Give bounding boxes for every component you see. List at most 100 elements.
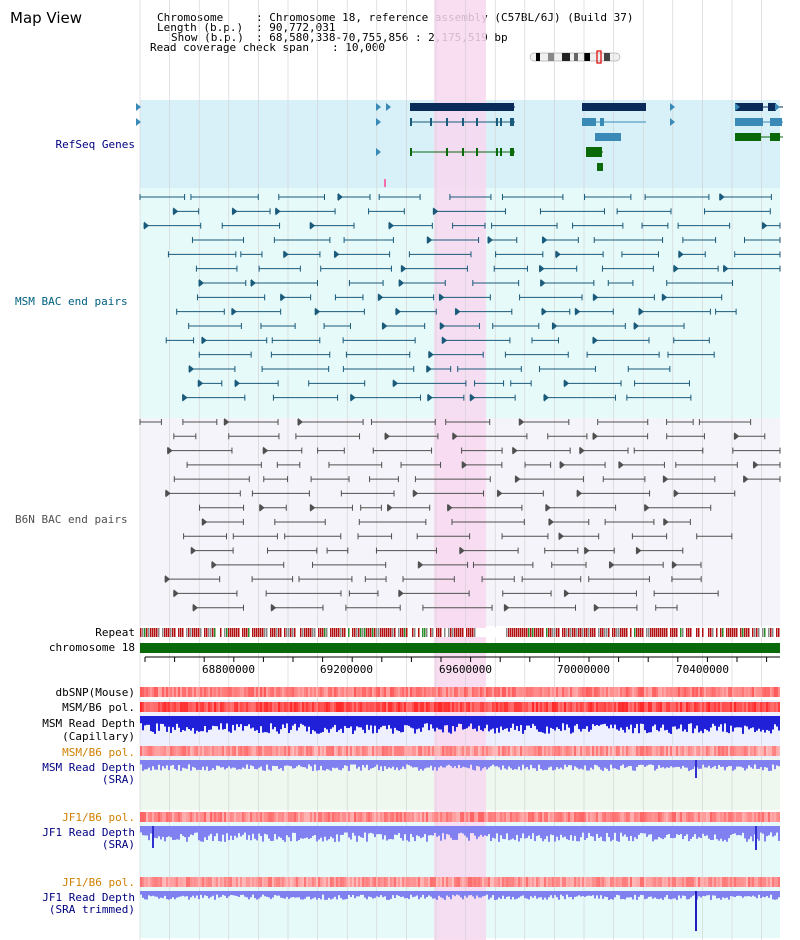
pol-cell (520, 877, 522, 887)
track-label-b6n-bac: B6N BAC end pairs (15, 513, 128, 526)
pol-cell (590, 877, 592, 887)
pol-cell (228, 687, 230, 697)
pol-cell (358, 746, 360, 756)
depth-bar (424, 826, 426, 835)
pol-cell (400, 702, 402, 712)
pair-arrow (231, 307, 237, 316)
pol-cell (440, 702, 442, 712)
gene-e-exon (582, 118, 596, 126)
depth-bar (524, 826, 526, 839)
pol-cell (692, 746, 694, 756)
pol-cell (358, 812, 360, 822)
pol-cell (320, 812, 322, 822)
repeat-bar (196, 628, 198, 637)
pol-cell (700, 687, 702, 697)
depth-bar (670, 826, 672, 839)
pol-cell (202, 702, 204, 712)
repeat-bar (470, 628, 472, 637)
pol-cell (502, 687, 504, 697)
pol-cell (190, 702, 192, 712)
depth-bar (318, 826, 320, 840)
pol-cell (166, 746, 168, 756)
depth-bar (320, 716, 322, 733)
pol-cell (678, 746, 680, 756)
pol-cell (530, 877, 532, 887)
pol-cell (678, 812, 680, 822)
depth-bar (684, 891, 686, 897)
depth-bar (334, 716, 336, 725)
depth-bar (344, 760, 346, 766)
repeat-bar (536, 628, 538, 637)
chromosome-ideogram[interactable] (529, 50, 621, 64)
depth-bar (332, 716, 334, 728)
depth-bar (738, 716, 740, 728)
repeat-bar (190, 628, 192, 637)
pol-cell (574, 812, 576, 822)
depth-bar (482, 826, 484, 837)
pol-cell (210, 812, 212, 822)
pol-cell (736, 687, 738, 697)
depth-bar (352, 891, 354, 895)
depth-bar (460, 891, 462, 898)
depth-bar (450, 826, 452, 838)
depth-bar (150, 891, 152, 897)
repeat-bar (636, 628, 638, 637)
pol-cell (276, 687, 278, 697)
depth-bar (340, 826, 342, 835)
pair-arrow (593, 293, 599, 302)
b6n-bac-end-pairs[interactable] (139, 418, 781, 612)
depth-bar (666, 826, 668, 835)
pol-cell (476, 812, 478, 822)
repeat-bar (452, 628, 454, 637)
pol-cell (240, 746, 242, 756)
depth-bar (392, 826, 394, 840)
pol-cell (760, 687, 762, 697)
pol-cell (636, 702, 638, 712)
depth-bar (672, 760, 674, 768)
refseq-gene-features[interactable] (136, 103, 783, 187)
depth-bar (178, 826, 180, 840)
depth-bar (730, 716, 732, 726)
repeat-bar (224, 628, 226, 637)
depth-bar (246, 716, 248, 727)
pol-cell (424, 687, 426, 697)
pol-cell (318, 702, 320, 712)
pol-cell (744, 746, 746, 756)
track-label-msm-b6-pol: MSM/B6 pol. (62, 701, 135, 714)
selected-region-highlight[interactable] (434, 0, 486, 940)
pol-cell (624, 746, 626, 756)
pol-cell (724, 746, 726, 756)
pair-arrow (515, 475, 521, 484)
repeat-bar (158, 628, 160, 637)
pol-cell (774, 877, 776, 887)
pol-cell (640, 877, 642, 887)
depth-bar (592, 826, 594, 837)
depth-bar (622, 891, 624, 899)
pol-cell (144, 877, 146, 887)
msm-bac-end-pairs[interactable] (139, 193, 781, 402)
depth-bar (500, 760, 502, 770)
pol-cell (364, 687, 366, 697)
depth-bar (346, 826, 348, 833)
pol-cell (506, 812, 508, 822)
repeat-bar (438, 628, 440, 637)
repeat-bar (568, 628, 570, 637)
depth-bar (596, 716, 598, 725)
repeat-bar (304, 628, 306, 637)
depth-bar (308, 760, 310, 765)
depth-bar (250, 826, 252, 841)
depth-bar (244, 716, 246, 727)
depth-bar (368, 760, 370, 771)
pol-cell (332, 702, 334, 712)
pol-cell (262, 812, 264, 822)
gene-marker (384, 179, 386, 187)
depth-bar (432, 826, 434, 836)
depth-bar (184, 826, 186, 838)
depth-bar (526, 826, 528, 838)
pol-cell (414, 687, 416, 697)
pol-cell (738, 812, 740, 822)
depth-bar (516, 826, 518, 835)
pol-cell (586, 812, 588, 822)
pol-cell (290, 687, 292, 697)
